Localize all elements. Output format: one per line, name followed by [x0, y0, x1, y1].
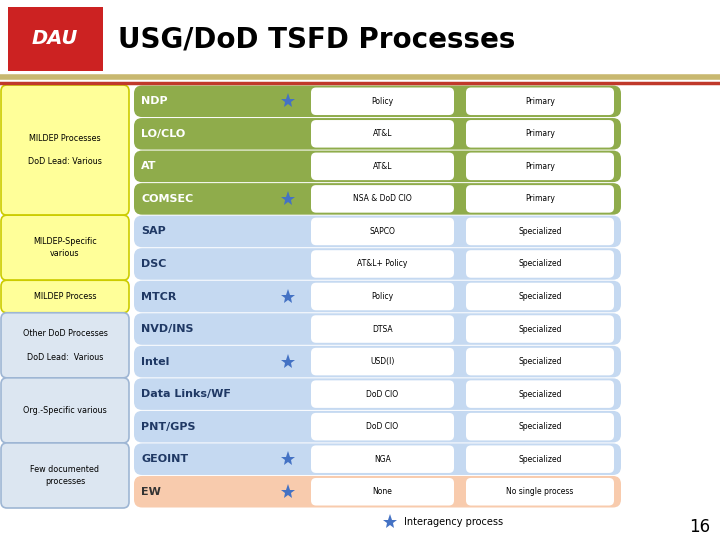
FancyBboxPatch shape [134, 411, 621, 442]
FancyBboxPatch shape [134, 476, 621, 508]
FancyBboxPatch shape [134, 379, 621, 410]
FancyBboxPatch shape [134, 118, 621, 150]
FancyBboxPatch shape [1, 378, 129, 443]
FancyBboxPatch shape [466, 250, 614, 278]
FancyBboxPatch shape [466, 185, 614, 213]
Text: MTCR: MTCR [141, 292, 176, 301]
FancyBboxPatch shape [134, 151, 621, 182]
Text: DoD CIO: DoD CIO [366, 422, 399, 431]
FancyBboxPatch shape [466, 413, 614, 441]
FancyBboxPatch shape [311, 413, 454, 441]
Text: DTSA: DTSA [372, 325, 393, 334]
FancyBboxPatch shape [311, 315, 454, 343]
Text: NSA & DoD CIO: NSA & DoD CIO [353, 194, 412, 204]
FancyBboxPatch shape [134, 85, 621, 117]
Text: PNT/GPS: PNT/GPS [141, 422, 196, 431]
Text: Primary: Primary [525, 129, 555, 138]
Text: LO/CLO: LO/CLO [141, 129, 185, 139]
FancyBboxPatch shape [134, 346, 621, 377]
FancyBboxPatch shape [466, 446, 614, 473]
Text: USD(I): USD(I) [370, 357, 395, 366]
Text: SAPCO: SAPCO [369, 227, 395, 236]
Text: MILDEP-Specific
various: MILDEP-Specific various [33, 237, 97, 258]
Text: None: None [372, 487, 392, 496]
Text: Primary: Primary [525, 97, 555, 106]
Text: DSC: DSC [141, 259, 166, 269]
Bar [8, 7, 103, 71]
FancyBboxPatch shape [311, 478, 454, 505]
Text: Specialized: Specialized [518, 259, 562, 268]
FancyBboxPatch shape [466, 380, 614, 408]
Text: MILDEP Process: MILDEP Process [34, 292, 96, 301]
FancyBboxPatch shape [311, 218, 454, 245]
FancyBboxPatch shape [1, 85, 129, 215]
FancyBboxPatch shape [1, 443, 129, 508]
FancyBboxPatch shape [311, 250, 454, 278]
Text: AT&L: AT&L [373, 162, 392, 171]
FancyBboxPatch shape [311, 348, 454, 375]
FancyBboxPatch shape [1, 280, 129, 313]
FancyBboxPatch shape [1, 215, 129, 280]
FancyBboxPatch shape [466, 153, 614, 180]
Text: Intel: Intel [141, 356, 169, 367]
FancyBboxPatch shape [311, 120, 454, 147]
FancyBboxPatch shape [466, 218, 614, 245]
Text: Other DoD Processes

DoD Lead:  Various: Other DoD Processes DoD Lead: Various [22, 329, 107, 362]
Text: Few documented
processes: Few documented processes [30, 465, 99, 486]
FancyBboxPatch shape [134, 183, 621, 215]
FancyBboxPatch shape [311, 446, 454, 473]
Text: NVD/INS: NVD/INS [141, 324, 194, 334]
Text: Policy: Policy [372, 292, 394, 301]
Text: USG/DoD TSFD Processes: USG/DoD TSFD Processes [118, 25, 516, 53]
Text: Primary: Primary [525, 194, 555, 204]
FancyBboxPatch shape [311, 153, 454, 180]
Text: AT: AT [141, 161, 156, 171]
Text: Data Links/WF: Data Links/WF [141, 389, 231, 399]
FancyBboxPatch shape [311, 87, 454, 115]
FancyBboxPatch shape [466, 348, 614, 375]
Text: 16: 16 [689, 518, 710, 536]
Text: MILDEP Processes

DoD Lead: Various: MILDEP Processes DoD Lead: Various [28, 134, 102, 166]
Text: Specialized: Specialized [518, 422, 562, 431]
Text: Specialized: Specialized [518, 390, 562, 399]
FancyBboxPatch shape [134, 248, 621, 280]
FancyBboxPatch shape [311, 380, 454, 408]
FancyBboxPatch shape [466, 283, 614, 310]
FancyBboxPatch shape [1, 313, 129, 378]
Text: EW: EW [141, 487, 161, 497]
Text: Primary: Primary [525, 162, 555, 171]
Text: SAP: SAP [141, 226, 166, 237]
Text: NDP: NDP [141, 96, 168, 106]
FancyBboxPatch shape [466, 315, 614, 343]
FancyBboxPatch shape [311, 283, 454, 310]
Text: COMSEC: COMSEC [141, 194, 193, 204]
FancyBboxPatch shape [466, 478, 614, 505]
Text: DAU: DAU [32, 30, 78, 49]
Text: Specialized: Specialized [518, 325, 562, 334]
Text: Specialized: Specialized [518, 292, 562, 301]
Text: AT&L+ Policy: AT&L+ Policy [357, 259, 408, 268]
Text: No single process: No single process [506, 487, 574, 496]
Text: Specialized: Specialized [518, 227, 562, 236]
FancyBboxPatch shape [466, 87, 614, 115]
FancyBboxPatch shape [134, 215, 621, 247]
Text: GEOINT: GEOINT [141, 454, 188, 464]
FancyBboxPatch shape [311, 185, 454, 213]
Text: NGA: NGA [374, 455, 391, 464]
Text: Specialized: Specialized [518, 357, 562, 366]
Text: AT&L: AT&L [373, 129, 392, 138]
Text: DoD CIO: DoD CIO [366, 390, 399, 399]
Text: Interagency process: Interagency process [404, 517, 503, 527]
FancyBboxPatch shape [466, 120, 614, 147]
FancyBboxPatch shape [134, 281, 621, 312]
FancyBboxPatch shape [134, 443, 621, 475]
Text: Org.-Specific various: Org.-Specific various [23, 406, 107, 415]
Text: Specialized: Specialized [518, 455, 562, 464]
Text: Policy: Policy [372, 97, 394, 106]
FancyBboxPatch shape [134, 313, 621, 345]
